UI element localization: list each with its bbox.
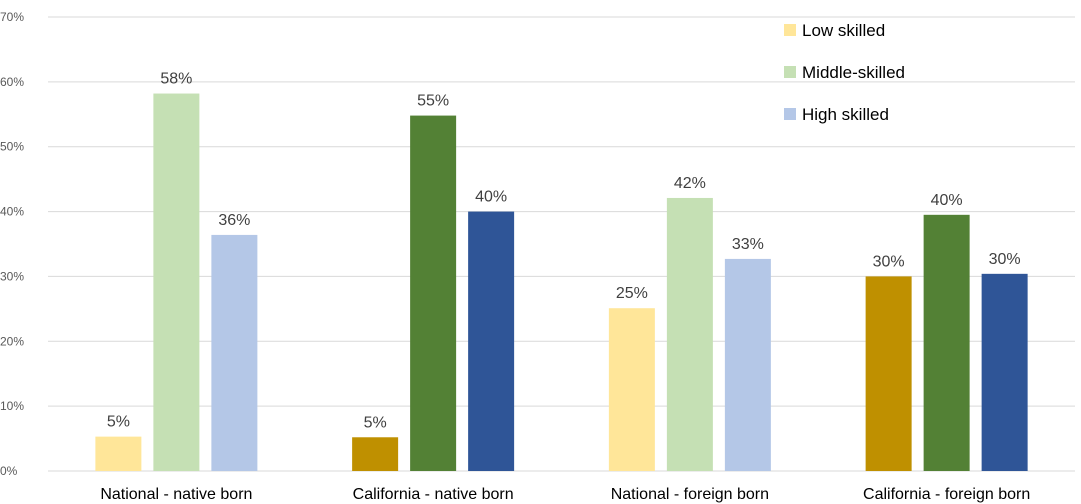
y-tick-label: 30% xyxy=(0,269,24,283)
bar-high-skilled xyxy=(211,234,258,471)
bar-middle-skilled xyxy=(410,115,457,471)
bar-high-skilled xyxy=(724,258,771,471)
bar-low-skilled xyxy=(608,308,655,471)
legend-label: High skilled xyxy=(802,105,889,124)
data-label: 40% xyxy=(475,189,507,206)
legend-label: Low skilled xyxy=(802,21,885,40)
data-label: 5% xyxy=(364,414,387,431)
data-label: 5% xyxy=(107,414,130,431)
gridlines xyxy=(48,16,1075,472)
bar-low-skilled xyxy=(352,437,399,471)
legend-swatch xyxy=(784,66,796,78)
y-tick-label: 10% xyxy=(0,399,24,413)
data-label: 30% xyxy=(989,251,1021,268)
y-tick-label: 20% xyxy=(0,334,24,348)
bar-middle-skilled xyxy=(666,197,713,472)
data-label: 40% xyxy=(931,192,963,209)
y-tick-label: 70% xyxy=(0,10,24,24)
x-category-label: California - foreign born xyxy=(863,486,1030,503)
data-label: 30% xyxy=(873,253,905,270)
legend-swatch xyxy=(784,24,796,36)
data-label: 58% xyxy=(160,71,192,88)
bar-high-skilled xyxy=(981,273,1028,471)
bar-low-skilled xyxy=(865,276,912,471)
data-label: 42% xyxy=(674,175,706,192)
x-category-label: National - native born xyxy=(100,486,252,503)
bar-middle-skilled xyxy=(923,214,970,472)
y-tick-label: 60% xyxy=(0,75,24,89)
bar-middle-skilled xyxy=(153,93,200,471)
data-label: 25% xyxy=(616,285,648,302)
x-category-label: California - native born xyxy=(353,486,514,503)
data-label: 36% xyxy=(218,212,250,229)
y-tick-label: 0% xyxy=(0,464,18,478)
y-tick-label: 50% xyxy=(0,140,24,154)
legend-swatch xyxy=(784,108,796,120)
bar-low-skilled xyxy=(95,436,142,471)
data-labels: 5% 58% 36% 5% 55% 40% 25% 42% 33% 30% 40% 30% xyxy=(107,71,1021,432)
data-label: 33% xyxy=(732,236,764,253)
legend: Low skilled Middle-skilled High skilled xyxy=(784,21,905,124)
data-label: 55% xyxy=(417,93,449,110)
y-axis-ticks: 0% 10% 20% 30% 40% 50% 60% 70% xyxy=(0,10,24,478)
bar-high-skilled xyxy=(468,211,515,472)
x-axis-categories: National - native born California - nativ… xyxy=(100,486,1030,503)
legend-label: Middle-skilled xyxy=(802,63,905,82)
x-category-label: National - foreign born xyxy=(611,486,769,503)
bars xyxy=(95,93,1028,472)
y-tick-label: 40% xyxy=(0,205,24,219)
